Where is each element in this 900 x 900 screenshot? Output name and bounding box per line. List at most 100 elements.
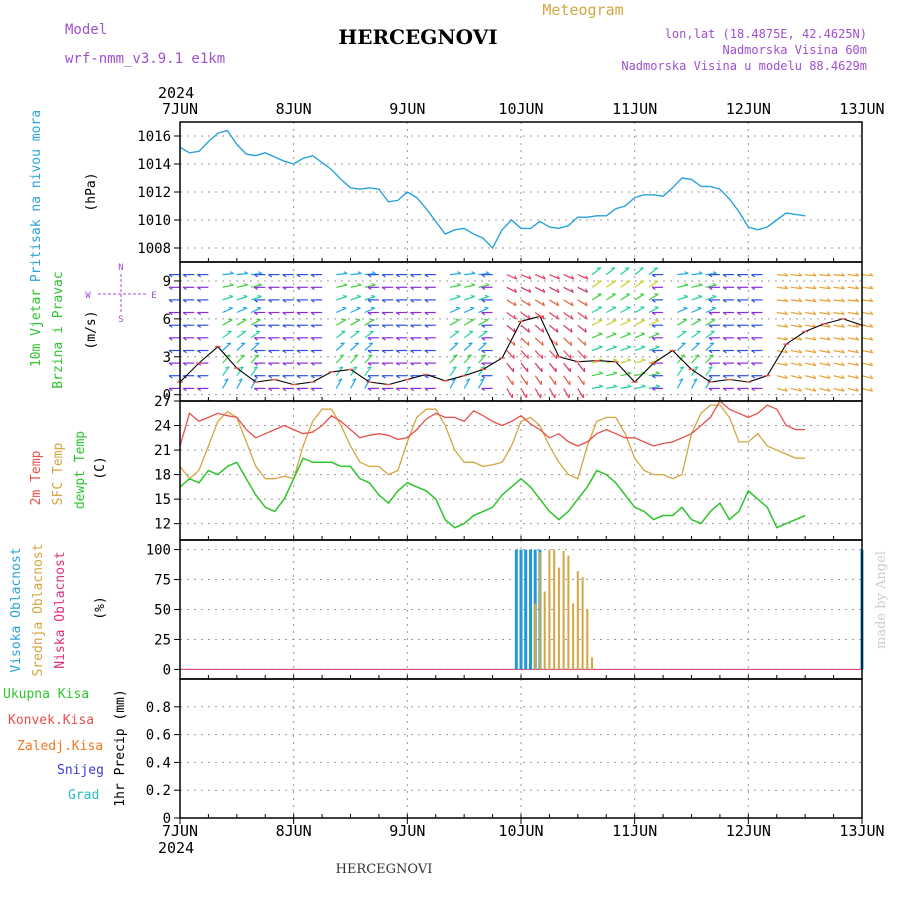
wind-barb: [236, 319, 247, 326]
wind-barb-head: [584, 354, 586, 359]
wind-barb-head: [457, 271, 462, 275]
wind-barb-head: [684, 282, 689, 286]
wind-barb-head: [585, 301, 588, 306]
wind-barb-head: [736, 362, 741, 366]
wind-barb-head: [282, 362, 287, 366]
wind-barb: [563, 350, 572, 360]
wind-barb-head: [627, 371, 632, 374]
y-tick-label: 100: [146, 543, 171, 559]
top-day-label: 13JUN: [839, 100, 884, 118]
y-tick-label: 0.6: [146, 728, 171, 744]
wind-barb-head: [798, 375, 803, 379]
wind-barb-head: [356, 306, 361, 309]
y-tick-label: 1014: [137, 157, 171, 173]
precip-legend-snow: Snijeg: [57, 763, 104, 778]
footer-station: HERCEGNOVI: [336, 862, 433, 877]
wind-barb-head: [651, 299, 656, 303]
wind-barb: [520, 375, 528, 386]
wind-barb: [464, 284, 476, 288]
wind-barb-head: [541, 354, 544, 359]
wind-barb: [676, 378, 684, 389]
wind-barb: [577, 362, 586, 373]
wind-barb: [847, 274, 859, 277]
wind-barb: [350, 342, 360, 351]
wind-barb-head: [751, 324, 756, 328]
wind-barb: [350, 319, 361, 326]
wind-barb-head: [337, 378, 343, 382]
wind-barb-head: [243, 282, 248, 286]
wind-barb: [606, 385, 618, 389]
wind-barb-head: [410, 299, 415, 303]
wind-barb: [350, 272, 362, 276]
wind-barb-head: [841, 336, 845, 341]
wind-barb-head: [597, 306, 602, 308]
wind-barb-head: [381, 312, 386, 316]
wind-barb-head: [641, 358, 646, 361]
wind-barb: [861, 311, 873, 315]
wind-barb-head: [367, 312, 372, 316]
wind-barb-head: [410, 350, 415, 354]
wind-barb: [577, 286, 588, 293]
wind-barb-head: [424, 375, 429, 379]
wind-barb-head: [641, 384, 646, 388]
wind-barb-head: [812, 285, 817, 290]
wind-barb: [349, 378, 357, 389]
wind-barb-head: [296, 299, 301, 303]
wind-barb: [364, 295, 376, 301]
wind-barb-head: [381, 337, 386, 341]
precip-legend-hail: Grad: [68, 788, 99, 803]
wind-barb: [222, 342, 232, 351]
wind-barb-head: [381, 350, 386, 354]
wind-barb-head: [681, 342, 686, 345]
wind-barb: [833, 286, 845, 290]
wind-barb-head: [225, 354, 231, 357]
wind-barb-head: [484, 294, 489, 298]
wind-barb-head: [698, 282, 703, 286]
wind-barb: [705, 284, 717, 288]
wind-barb-head: [708, 312, 713, 316]
wind-barb: [520, 312, 531, 320]
wind-barb-head: [640, 306, 645, 308]
wind-barb: [364, 307, 376, 314]
wind-barb-head: [736, 324, 741, 328]
wind-barb-head: [555, 341, 558, 346]
y-tick-label: 0.2: [146, 783, 171, 799]
wind-barb-head: [168, 274, 173, 278]
wind-barb-head: [736, 337, 741, 341]
wind-barb: [506, 286, 517, 293]
wind-barb-head: [253, 337, 258, 341]
wind-barb: [463, 366, 472, 377]
wind-barb: [350, 295, 362, 301]
wind-barb-head: [736, 375, 741, 379]
elevation-label: Nadmorska Visina 60m: [723, 43, 868, 57]
wind-barb: [548, 350, 558, 360]
wind-barb-head: [480, 366, 486, 369]
wind-barb-head: [244, 271, 249, 275]
wind-barb: [776, 324, 788, 328]
wind-barb-head: [798, 323, 803, 328]
wind-barb: [833, 311, 845, 315]
wind-barb: [449, 366, 457, 377]
wind-barb: [847, 286, 859, 290]
wind-barb-head: [556, 275, 561, 280]
wind-barb-head: [751, 337, 756, 341]
wind-barb-head: [168, 324, 173, 328]
wind-barb-head: [224, 378, 229, 382]
cloud-bar: [557, 567, 560, 670]
wind-barb: [648, 306, 659, 314]
wind-barb-head: [651, 375, 656, 379]
wind-barb-head: [168, 387, 173, 392]
wind-barb-head: [841, 387, 845, 392]
wind-barb-head: [395, 286, 400, 290]
wind-barb: [477, 354, 487, 364]
wind-barb-head: [296, 350, 301, 354]
wind-barb: [790, 324, 802, 328]
wind-barb-head: [480, 378, 485, 382]
wind-barb: [534, 362, 543, 373]
wind-barb-head: [182, 312, 187, 316]
wind-barb-head: [168, 350, 173, 354]
wind-barb-head: [598, 371, 604, 374]
wind-barb-head: [182, 387, 187, 392]
wind-barb: [449, 354, 458, 364]
wind-barb-head: [343, 271, 348, 275]
